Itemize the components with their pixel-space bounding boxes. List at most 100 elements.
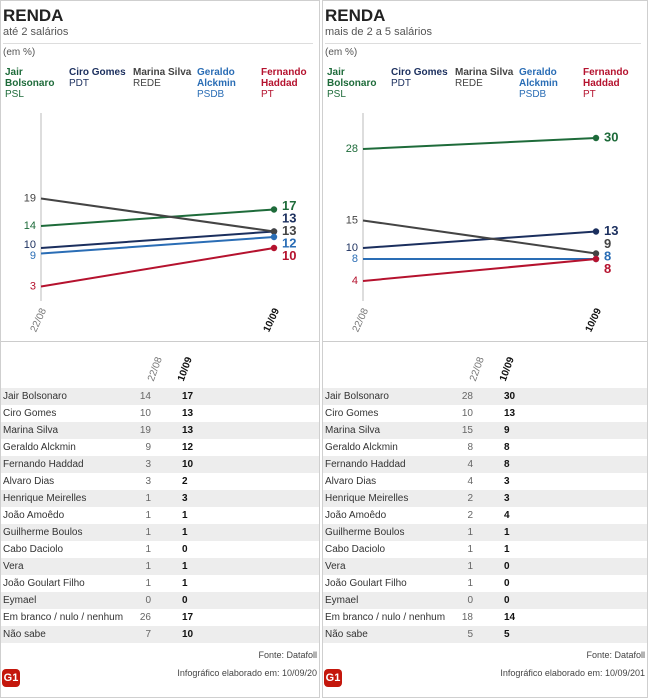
row-name: Fernando Haddad — [325, 459, 406, 470]
panel: RENDA até 2 salários (em %) Jair Bolsonaro P… — [0, 0, 320, 698]
row-name: João Goulart Filho — [3, 578, 85, 589]
table-row: João Goulart Filho 1 1 — [1, 575, 319, 592]
cell-value: 17 — [182, 391, 194, 402]
row-name: Jair Bolsonaro — [3, 391, 67, 402]
rule — [3, 43, 313, 44]
point — [592, 134, 600, 142]
series-line — [362, 219, 597, 255]
legend-party: PT — [583, 89, 596, 100]
row-name: Em branco / nulo / nenhum — [3, 612, 124, 623]
point — [592, 250, 600, 257]
table-row: Guilherme Boulos 1 1 — [323, 524, 647, 541]
column-header: 22/08 — [468, 355, 487, 383]
end-label: 13 — [604, 223, 618, 238]
legend-entry: Jair Bolsonaro PSL — [327, 67, 387, 100]
cell-value: 18 — [461, 612, 473, 623]
legend-entry: Geraldo Alckmin PSDB — [519, 67, 579, 100]
x-tick-label: 22/08 — [351, 306, 372, 334]
legend-name: Marina Silva — [455, 67, 514, 78]
cell-value: 2 — [467, 493, 473, 504]
logo: G1 — [2, 669, 20, 687]
credit: Infográfico elaborado em: 10/09/20 — [177, 668, 317, 678]
legend-party: PSL — [5, 89, 24, 100]
table-row: Marina Silva 15 9 — [323, 422, 647, 439]
title: RENDA — [325, 6, 386, 25]
row-name: Ciro Gomes — [325, 408, 379, 419]
cell-value: 0 — [504, 578, 510, 589]
table-row: Geraldo Alckmin 9 12 — [1, 439, 319, 456]
row-name: João Goulart Filho — [325, 578, 407, 589]
end-label: 9 — [604, 236, 611, 251]
cell-value: 13 — [182, 408, 194, 419]
cell-value: 3 — [182, 493, 188, 504]
table-row: Vera 1 1 — [1, 558, 319, 575]
legend-name: Ciro Gomes — [69, 67, 126, 78]
cell-value: 2 — [182, 476, 188, 487]
legend-entry: Fernando Haddad PT — [583, 67, 643, 100]
table-row: Eymael 0 0 — [1, 592, 319, 609]
cell-value: 1 — [145, 544, 151, 555]
table-row: Ciro Gomes 10 13 — [1, 405, 319, 422]
table-header: 22/08 10/09 — [146, 355, 195, 383]
subtitle: até 2 salários — [3, 26, 69, 38]
row-name: Cabo Daciolo — [325, 544, 386, 555]
point — [592, 255, 600, 263]
start-label: 19 — [24, 192, 36, 204]
table-row: Guilherme Boulos 1 1 — [1, 524, 319, 541]
cell-value: 1 — [467, 544, 473, 555]
legend-name: Fernando Haddad — [583, 67, 629, 89]
table-row: Henrique Meirelles 1 3 — [1, 490, 319, 507]
row-name: Cabo Daciolo — [3, 544, 64, 555]
start-label: 8 — [352, 253, 358, 265]
column-header: 10/09 — [176, 355, 195, 383]
end-label: 12 — [282, 235, 296, 250]
cell-value: 14 — [139, 391, 151, 402]
series-line — [362, 137, 597, 150]
cell-value: 15 — [461, 425, 473, 436]
end-label: 13 — [282, 210, 296, 225]
row-name: Guilherme Boulos — [3, 527, 83, 538]
row-name: Ciro Gomes — [3, 408, 57, 419]
table-row: João Goulart Filho 1 0 — [323, 575, 647, 592]
cell-value: 8 — [504, 459, 510, 470]
series-line — [362, 230, 597, 249]
legend-name: Geraldo Alckmin — [197, 67, 236, 89]
table-row: Jair Bolsonaro 28 30 — [323, 388, 647, 405]
unit: (em %) — [325, 47, 358, 58]
legend-entry: Ciro Gomes PDT — [69, 67, 129, 89]
cell-value: 9 — [504, 425, 510, 436]
point — [592, 228, 600, 235]
source: Fonte: Datafoll — [258, 650, 317, 660]
row-name: Fernando Haddad — [3, 459, 84, 470]
legend-party: PSL — [327, 89, 346, 100]
cell-value: 8 — [467, 442, 473, 453]
column-header: 10/09 — [498, 355, 517, 383]
cell-value: 1 — [182, 510, 188, 521]
cell-value: 0 — [504, 595, 510, 606]
logo: G1 — [324, 669, 342, 687]
cell-value: 19 — [139, 425, 151, 436]
cell-value: 30 — [504, 391, 516, 402]
cell-value: 10 — [182, 629, 194, 640]
cell-value: 9 — [145, 442, 151, 453]
table-row: Alvaro Dias 4 3 — [323, 473, 647, 490]
cell-value: 10 — [461, 408, 473, 419]
start-label: 3 — [30, 280, 36, 292]
row-name: Eymael — [3, 595, 37, 606]
unit: (em %) — [3, 47, 36, 58]
table-row: Vera 1 0 — [323, 558, 647, 575]
cell-value: 17 — [182, 612, 194, 623]
title: RENDA — [3, 6, 64, 25]
divider — [1, 341, 319, 342]
row-name: João Amoêdo — [325, 510, 387, 521]
table-row: Eymael 0 0 — [323, 592, 647, 609]
table-row: Fernando Haddad 3 10 — [1, 456, 319, 473]
row-name: João Amoêdo — [3, 510, 65, 521]
cell-value: 26 — [139, 612, 151, 623]
table-row: Cabo Daciolo 1 0 — [1, 541, 319, 558]
cell-value: 1 — [504, 544, 510, 555]
legend-party: REDE — [455, 78, 483, 89]
table-row: Jair Bolsonaro 14 17 — [1, 388, 319, 405]
legend-entry: Geraldo Alckmin PSDB — [197, 67, 257, 100]
